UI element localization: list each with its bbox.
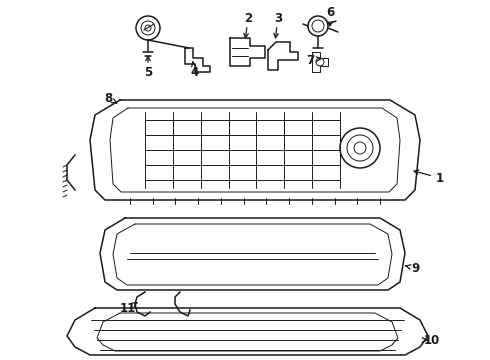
Text: 4: 4 [191,66,199,78]
Text: 2: 2 [244,12,252,24]
Text: 3: 3 [274,12,282,24]
Text: 10: 10 [424,333,440,346]
Text: 11: 11 [120,302,136,315]
Text: 6: 6 [326,5,334,18]
Text: 1: 1 [436,171,444,184]
Text: 5: 5 [144,66,152,78]
Text: 9: 9 [411,261,419,274]
Text: 8: 8 [104,91,112,104]
Text: 7: 7 [306,54,314,67]
